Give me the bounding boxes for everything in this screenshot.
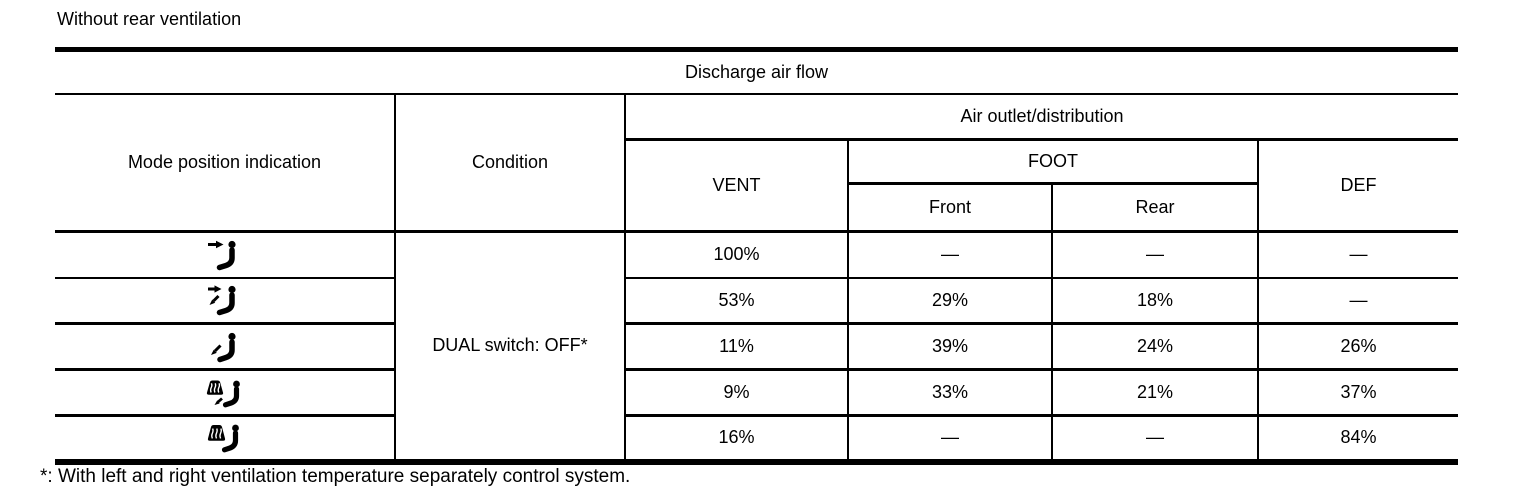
foot-rear-value: 24% xyxy=(1051,322,1259,371)
header-air-outlet: Air outlet/distribution xyxy=(624,93,1458,141)
table-row: 11% 39% 24% 26% xyxy=(55,322,1458,371)
discharge-air-flow-table: Discharge air flow Mode position indicat… xyxy=(55,47,1458,465)
def-value: 37% xyxy=(1257,368,1458,417)
def-value: — xyxy=(1257,276,1458,325)
vent-value: 53% xyxy=(624,276,849,325)
header-vent: VENT xyxy=(624,138,849,233)
table-row: 53% 29% 18% — xyxy=(55,276,1458,325)
def-value: 84% xyxy=(1257,414,1458,463)
header-foot-front: Front xyxy=(847,182,1053,233)
table-row: DUAL switch: OFF* 100% — — — xyxy=(55,230,1458,463)
mode-cell xyxy=(55,276,396,325)
foot-rear-value: — xyxy=(1051,414,1259,463)
vent-value: 100% xyxy=(624,230,849,279)
header-foot: FOOT xyxy=(847,138,1259,185)
vent-value: 16% xyxy=(624,414,849,463)
foot-front-value: 29% xyxy=(847,276,1053,325)
header-condition: Condition xyxy=(394,93,626,233)
bilevel-mode-icon xyxy=(207,285,236,316)
table-title: Discharge air flow xyxy=(55,49,1458,95)
mode-cell xyxy=(55,414,396,463)
vent-value: 11% xyxy=(624,322,849,371)
vent-mode-icon xyxy=(207,240,236,270)
mode-cell xyxy=(55,230,396,279)
defrost-foot-mode-icon xyxy=(206,380,240,407)
foot-mode-icon xyxy=(210,332,236,362)
def-value: — xyxy=(1257,230,1458,279)
foot-rear-value: 21% xyxy=(1051,368,1259,417)
table-row: 9% 33% 21% 37% xyxy=(55,368,1458,417)
table-row: 16% — — 84% xyxy=(55,414,1458,463)
section-label: Without rear ventilation xyxy=(57,9,242,29)
foot-front-value: — xyxy=(847,414,1053,463)
def-value: 26% xyxy=(1257,322,1458,371)
footnote: *: With left and right ventilation tempe… xyxy=(40,466,631,487)
foot-rear-value: — xyxy=(1051,230,1259,279)
header-def: DEF xyxy=(1257,138,1458,233)
vent-value: 9% xyxy=(624,368,849,417)
header-mode-position: Mode position indication xyxy=(55,93,396,233)
foot-front-value: 39% xyxy=(847,322,1053,371)
foot-front-value: 33% xyxy=(847,368,1053,417)
defrost-mode-icon xyxy=(207,424,239,453)
foot-front-value: — xyxy=(847,230,1053,279)
mode-cell xyxy=(55,322,396,371)
mode-cell xyxy=(55,368,396,417)
header-foot-rear: Rear xyxy=(1051,182,1259,233)
condition-cell: DUAL switch: OFF* xyxy=(394,230,626,463)
foot-rear-value: 18% xyxy=(1051,276,1259,325)
